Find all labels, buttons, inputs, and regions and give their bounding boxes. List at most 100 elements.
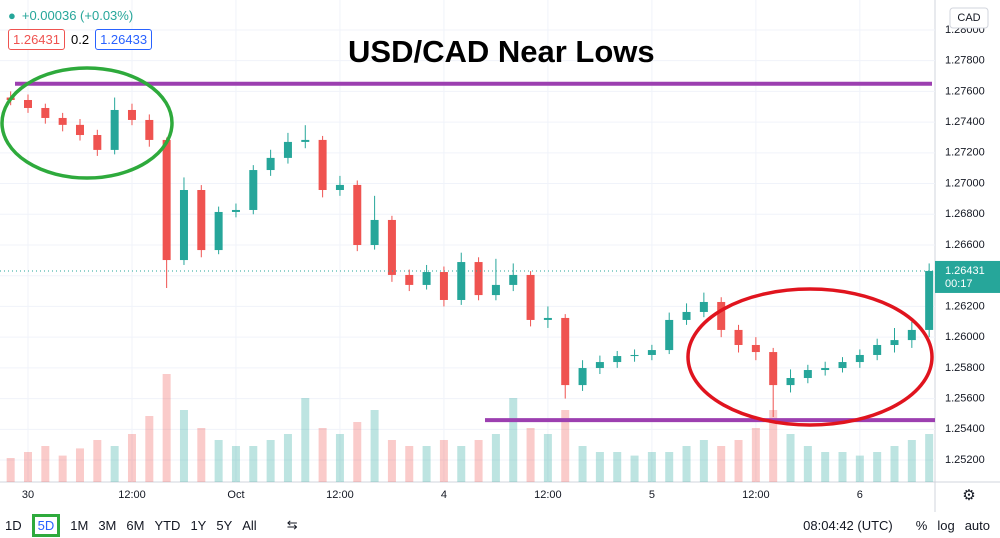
volume-bar [41,446,50,482]
volume-bar [266,440,275,482]
volume-bar [439,440,448,482]
candle-body [58,117,67,125]
volume-bar [318,428,327,482]
candle-body [543,317,552,320]
candle-body [353,184,362,245]
compare-icon[interactable]: ⇆ [286,517,298,532]
volume-bar [925,434,934,482]
ask[interactable]: 1.26433 [95,29,153,50]
y-tick-label: 1.25800 [945,362,985,374]
x-tick-label: Oct [227,489,244,501]
volume-bar [58,455,67,482]
volume-bar [110,446,119,482]
volume-bar [803,446,812,482]
y-tick-label: 1.26800 [945,208,985,220]
x-tick-label: 12:00 [742,489,770,501]
scale-option[interactable]: auto [964,517,990,533]
range-button[interactable]: 1Y [190,517,207,533]
range-button[interactable]: 5D [31,513,61,537]
candle-body [422,272,431,285]
x-tick-label: 30 [22,489,34,501]
x-tick-label: 12:00 [326,489,354,501]
candle-body [127,109,136,120]
candle-body [803,370,812,379]
candle-body [699,301,708,312]
range-button[interactable]: YTD [154,517,181,533]
range-button[interactable]: 5Y [216,517,233,533]
candle-body [41,107,50,118]
volume-bar [509,398,518,482]
y-tick-label: 1.27200 [945,147,985,159]
volume-bar [630,455,639,482]
candle-body [890,340,899,345]
scale-option[interactable]: log [937,517,955,533]
candle-body [855,354,864,363]
candle-body [751,344,760,353]
volume-bar [786,434,795,482]
candle-body [75,124,84,136]
candle-body [682,311,691,320]
settings-icon[interactable]: ⚙ [962,487,975,504]
volume-bar [682,446,691,482]
volume-bar [821,452,830,482]
range-button[interactable]: 3M [98,517,117,533]
volume-bar [665,452,674,482]
x-tick-label: 12:00 [534,489,562,501]
candle-body [405,274,414,285]
volume-bar [197,428,206,482]
candle-body [370,219,379,245]
candle-body [266,157,275,171]
volume-bar [769,410,778,482]
highlight-ellipse [686,287,934,427]
candle-body [578,368,587,386]
range-button[interactable]: All [242,517,257,533]
candle-body [907,329,916,341]
volume-bar [873,452,882,482]
candle-body [110,109,119,150]
candle-body [93,135,102,150]
range-button[interactable]: 1M [70,517,89,533]
candle-body [647,350,656,355]
x-tick-label: 5 [649,489,655,501]
candle-body [786,378,795,386]
countdown: 00:17 [945,278,973,290]
scale-option[interactable]: % [915,517,928,533]
volume-bar [838,452,847,482]
volume-bar [335,434,344,482]
price-tag-label: 1.26431 [945,265,985,277]
candle-body [821,368,830,371]
candle-body [925,270,934,330]
volume-bar [561,410,570,482]
candle-body [630,354,639,357]
currency-button[interactable] [949,7,989,29]
y-tick-label: 1.25400 [945,423,985,435]
candle-body [474,262,483,296]
range-button[interactable]: 6M [126,517,145,533]
candle-body [318,139,327,191]
price-tag [935,260,1000,293]
volume-bar [283,434,292,482]
volume-bar [543,434,552,482]
candle-body [769,352,778,386]
volume-bar [162,374,171,482]
y-tick-label: 1.27400 [945,116,985,128]
chart: 1.280001.278001.276001.274001.272001.270… [0,0,1000,512]
y-tick-label: 1.25200 [945,454,985,466]
candle-body [387,219,396,275]
candle-body [561,317,570,386]
volume-bar [179,410,188,482]
x-tick-label: 12:00 [118,489,146,501]
volume-bar [491,434,500,482]
volume-bar [353,422,362,482]
volume-bar [526,428,535,482]
volume-bar [127,434,136,482]
y-tick-label: 1.27600 [945,85,985,97]
candle-body [283,141,292,158]
volume-bar [387,440,396,482]
candle-body [24,99,32,108]
bid[interactable]: 1.26431 [8,29,65,50]
volume-bar [249,446,258,482]
volume-bar [370,410,379,482]
range-button[interactable]: 1D [5,517,22,533]
